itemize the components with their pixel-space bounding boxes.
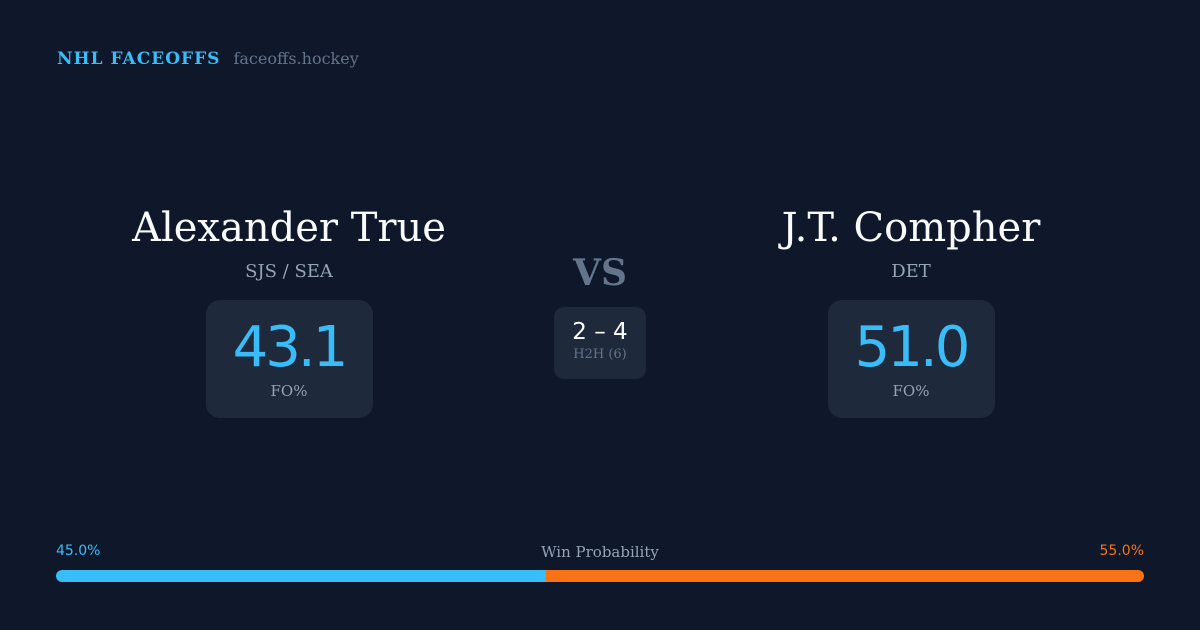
player-team: SJS / SEA — [245, 261, 333, 282]
brand-title: NHL FACEOFFS — [57, 49, 221, 69]
fo-label: FO% — [270, 382, 308, 400]
player-team: DET — [891, 261, 931, 282]
brand-site: faceoffs.hockey — [233, 49, 359, 68]
win-label: Win Probability — [541, 543, 659, 561]
win-probability-bar — [56, 570, 1144, 582]
win-left: 45.0% — [56, 543, 101, 559]
fo-value: 43.1 — [232, 315, 349, 380]
fo-card: 51.0 FO% — [827, 300, 995, 418]
player-left: Alexander True SJS / SEA 43.1 FO% — [89, 205, 489, 418]
player-right: J.T. Compher DET 51.0 FO% — [711, 205, 1111, 418]
h2h-card: 2 – 4 H2H (6) — [554, 307, 646, 379]
win-bar-right — [545, 570, 1144, 582]
fo-value: 51.0 — [854, 315, 971, 380]
fo-card: 43.1 FO% — [205, 300, 373, 418]
win-bar-left — [56, 570, 546, 582]
win-right: 55.0% — [1099, 543, 1144, 559]
h2h-label: H2H (6) — [573, 347, 627, 362]
brand: NHL FACEOFFS faceoffs.hockey — [57, 49, 359, 69]
player-name: J.T. Compher — [781, 205, 1041, 251]
vs-label: VS — [573, 252, 627, 294]
fo-label: FO% — [892, 382, 930, 400]
h2h-score: 2 – 4 — [572, 319, 628, 345]
player-name: Alexander True — [132, 205, 446, 251]
